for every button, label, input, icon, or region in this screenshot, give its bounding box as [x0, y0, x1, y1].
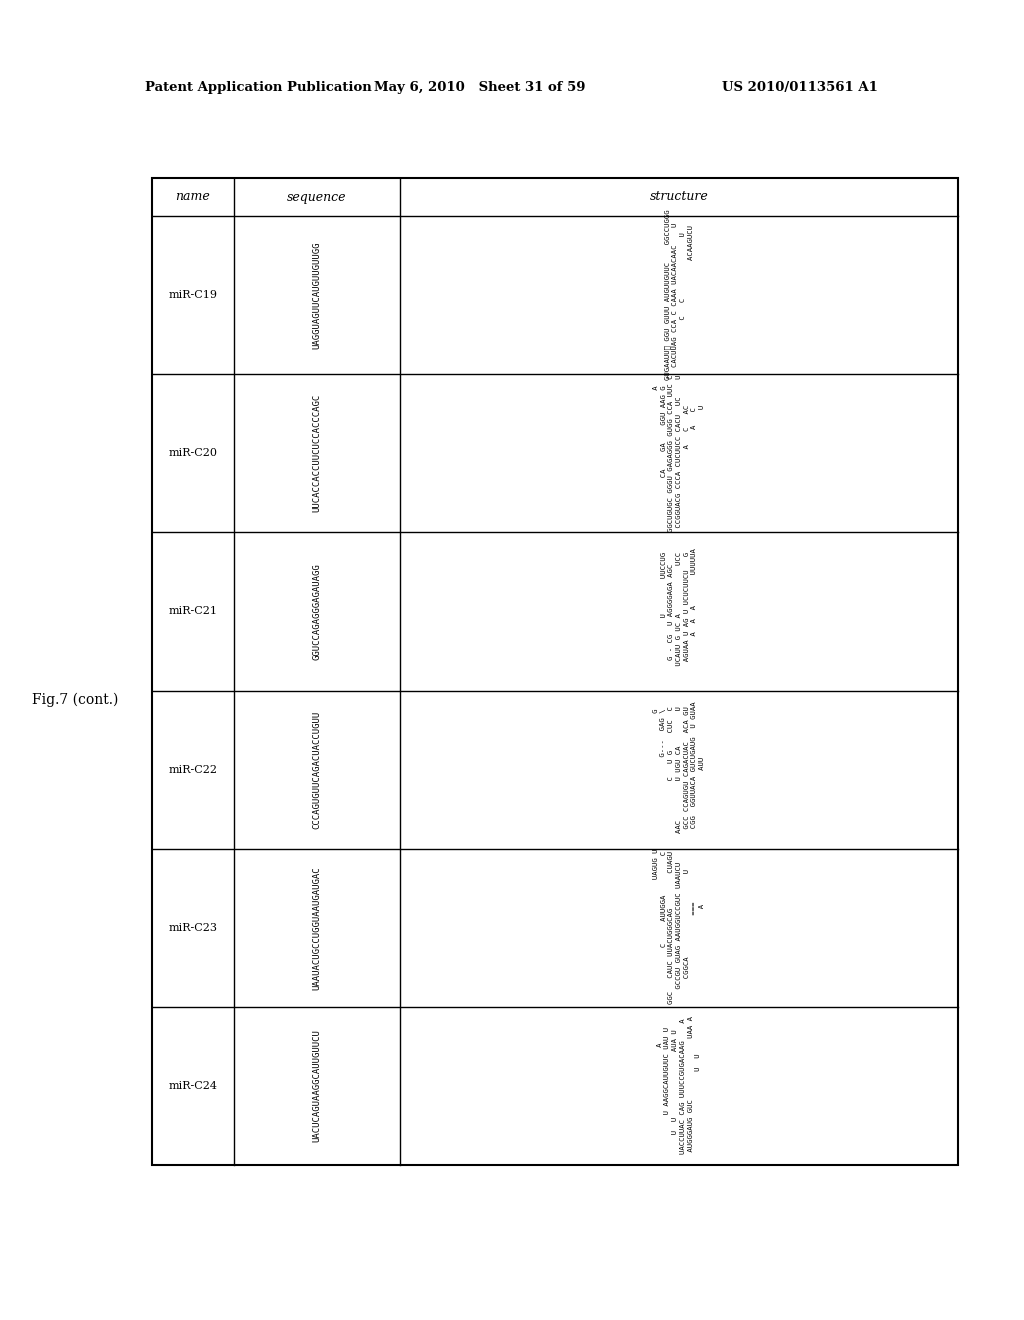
Text: US 2010/0113561 A1: US 2010/0113561 A1 — [722, 82, 878, 95]
Text: miR-C19: miR-C19 — [169, 290, 217, 300]
Text: GGUCCAGAGGGAGAUAGG: GGUCCAGAGGGAGAUAGG — [312, 564, 322, 660]
Text: GUGAAUUᴪ GGU GUUU AUGUUGUUC    GGCCUGGG
CACUUAG CCA C CAAA UACAACAAC    U
      : GUGAAUUᴪ GGU GUUU AUGUUGUUC GGCCUGGG CAC… — [665, 210, 694, 380]
Text: miR-C24: miR-C24 — [169, 1081, 217, 1090]
Text: UAGGUAGUUCAUGUUGUUGG: UAGGUAGUUCAUGUUGUUGG — [312, 242, 322, 348]
Text: May 6, 2010   Sheet 31 of 59: May 6, 2010 Sheet 31 of 59 — [374, 82, 586, 95]
Text: miR-C22: miR-C22 — [169, 764, 217, 775]
Text: structure: structure — [649, 190, 709, 203]
Text: miR-C21: miR-C21 — [169, 606, 217, 616]
Text: miR-C20: miR-C20 — [169, 449, 217, 458]
Text: sequence: sequence — [288, 190, 347, 203]
Bar — [152, 178, 958, 1166]
Text: A
          CA    GA    GGU AAG G
GGCUGUGC GGGU GAGAGGG GUGG CCA UUC C
 CCGGUACG: A CA GA GGU AAG G GGCUGUGC GGGU GAGAGGG … — [652, 375, 706, 532]
Text: miR-C23: miR-C23 — [169, 923, 217, 933]
Text: A
       U AAGGCAUUGUUC UAU U
  U  U               AUA U
UACCUUAC CAG UUUCCGUGAC: A U AAGGCAUUGUUC UAU U U U AUA U UACCUUA… — [656, 1016, 701, 1156]
Text: UUCACCACCUUCUCCACCCAGC: UUCACCACCUUCUCCACCCAGC — [312, 395, 322, 512]
Text: Fig.7 (cont.): Fig.7 (cont.) — [32, 693, 119, 708]
Text: UAGUG U
             C     AUUGGA         C
GGC   CAUC UUACUGGGCAG        CUAGU
: UAGUG U C AUUGGA C GGC CAUC UUACUGGGCAG … — [652, 849, 706, 1006]
Text: U        UUCCUG
G - CG  U AGGGGAGA AGC
 UCAUU G UC A           UCC
  AGUAA U AG : U UUCCUG G - CG U AGGGGAGA AGC UCAUU G U… — [660, 548, 697, 675]
Text: UAAUACUGCCUGGUAAUGAUGAC: UAAUACUGCCUGGUAAUGAUGAC — [312, 866, 322, 990]
Text: CCCAGUGUUCAGACUACCUGUU: CCCAGUGUUCAGACUACCUGUU — [312, 710, 322, 829]
Text: name: name — [176, 190, 210, 203]
Text: UACUCAGUAAGGCAUUGUUCU: UACUCAGUAAGGCAUUGUUCU — [312, 1030, 322, 1142]
Text: G
                 G---  GAG \
            C   U G    CUC  C
AAC         U UGU C: G G--- GAG \ C U G CUC C AAC U UGU C — [652, 702, 706, 837]
Text: Patent Application Publication: Patent Application Publication — [145, 82, 372, 95]
